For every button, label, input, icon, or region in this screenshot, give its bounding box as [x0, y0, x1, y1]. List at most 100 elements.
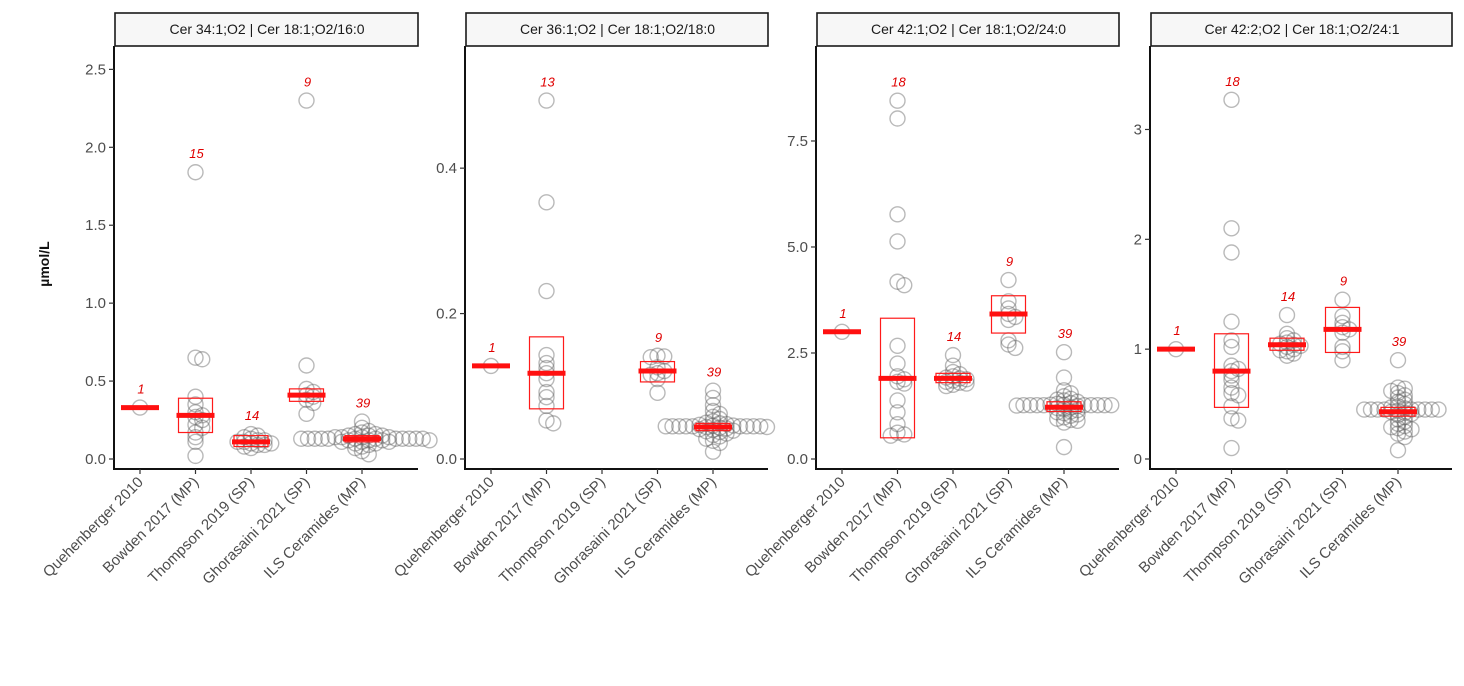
group-5: 39 — [293, 396, 438, 463]
x-tick-label: Bowden 2017 (MP) — [1136, 474, 1239, 577]
x-tick-label: Thompson 2019 (SP) — [1181, 474, 1294, 587]
data-point — [1000, 271, 1017, 289]
data-point — [889, 392, 906, 409]
data-point — [1008, 397, 1025, 414]
group-4: 9 — [287, 75, 326, 423]
group-4: 9 — [638, 330, 677, 402]
data-point — [1396, 417, 1413, 435]
data-point — [187, 388, 204, 405]
data-point — [1285, 332, 1302, 349]
group-1: 1 — [121, 382, 159, 416]
data-point — [896, 276, 913, 294]
data-point — [1103, 396, 1120, 414]
y-tick-label: 7.5 — [787, 133, 808, 150]
group-5: 39 — [1008, 326, 1120, 456]
data-point — [889, 92, 906, 109]
axis-lines — [815, 46, 1119, 470]
group-3: 14 — [934, 329, 975, 395]
data-point — [293, 430, 310, 447]
data-point — [538, 346, 555, 364]
data-point — [649, 347, 666, 364]
x-tick-label: Thompson 2019 (SP) — [496, 474, 609, 587]
data-point — [313, 430, 330, 447]
data-point — [944, 346, 962, 364]
data-point — [1223, 384, 1240, 402]
data-point — [1383, 382, 1400, 400]
data-point — [657, 418, 674, 435]
data-point — [704, 408, 722, 426]
data-point — [649, 359, 666, 376]
n-label: 9 — [304, 75, 311, 90]
data-point — [1278, 306, 1296, 324]
data-point — [1055, 382, 1073, 399]
data-point — [704, 402, 722, 420]
data-point — [1096, 396, 1113, 414]
data-point — [1223, 410, 1240, 427]
data-point — [1396, 380, 1413, 397]
data-point — [718, 415, 735, 433]
data-point — [298, 391, 315, 408]
data-point — [1055, 438, 1073, 456]
data-point — [711, 434, 728, 452]
group-5: 39 — [657, 365, 776, 460]
y-tick-label: 0.2 — [436, 306, 457, 323]
x-tick-label: Thompson 2019 (SP) — [145, 474, 258, 587]
data-point — [1389, 379, 1407, 396]
group-2: 18 — [1212, 74, 1251, 457]
data-point — [194, 419, 211, 437]
n-label: 39 — [707, 365, 721, 380]
data-point — [1069, 412, 1086, 430]
data-point — [738, 418, 755, 435]
data-point — [353, 413, 371, 430]
data-point — [407, 430, 425, 447]
data-point — [1082, 396, 1100, 414]
facet-strip — [465, 12, 769, 47]
data-point — [889, 110, 906, 127]
data-point — [1022, 396, 1039, 414]
y-tick-label: 3 — [1134, 121, 1142, 138]
data-point — [1223, 220, 1240, 237]
y-tick-label: 2 — [1134, 231, 1142, 248]
n-label: 13 — [540, 75, 555, 90]
facet-title: Cer 36:1;O2 | Cer 18:1;O2/18:0 — [520, 21, 715, 37]
data-point — [704, 443, 722, 460]
data-point — [538, 92, 555, 109]
data-point — [642, 349, 659, 366]
y-tick-label: 2.5 — [85, 61, 106, 78]
data-point — [938, 373, 955, 391]
data-point — [889, 424, 906, 441]
data-point — [380, 433, 398, 451]
data-point — [1383, 418, 1400, 436]
data-point — [394, 430, 411, 447]
data-point — [298, 92, 315, 109]
data-point — [704, 382, 722, 399]
data-point — [889, 233, 906, 250]
y-tick-label: 1.5 — [85, 217, 106, 234]
data-point — [882, 427, 899, 444]
data-point — [1223, 91, 1240, 109]
data-point — [671, 418, 688, 435]
data-point — [1334, 291, 1351, 308]
y-tick-label: 2.0 — [85, 139, 106, 156]
data-point — [236, 428, 253, 446]
data-point — [704, 396, 722, 414]
data-point — [1000, 293, 1017, 310]
data-point — [360, 446, 377, 463]
data-point — [1389, 351, 1407, 369]
x-tick-label: Quehenberger 2010 — [40, 474, 147, 581]
facet-strip — [1150, 12, 1453, 47]
data-point — [1007, 339, 1024, 357]
data-point — [1278, 325, 1296, 342]
group-2: 18 — [878, 75, 917, 444]
y-tick-label: 1 — [1134, 341, 1142, 358]
data-point — [1334, 308, 1351, 325]
data-point — [1062, 385, 1079, 402]
y-tick-label: 0.0 — [787, 451, 808, 468]
n-label: 39 — [1392, 334, 1406, 349]
data-point — [1223, 439, 1240, 457]
n-label: 1 — [488, 340, 495, 355]
data-point — [538, 282, 555, 300]
data-point — [656, 348, 673, 365]
data-point — [1389, 425, 1407, 442]
